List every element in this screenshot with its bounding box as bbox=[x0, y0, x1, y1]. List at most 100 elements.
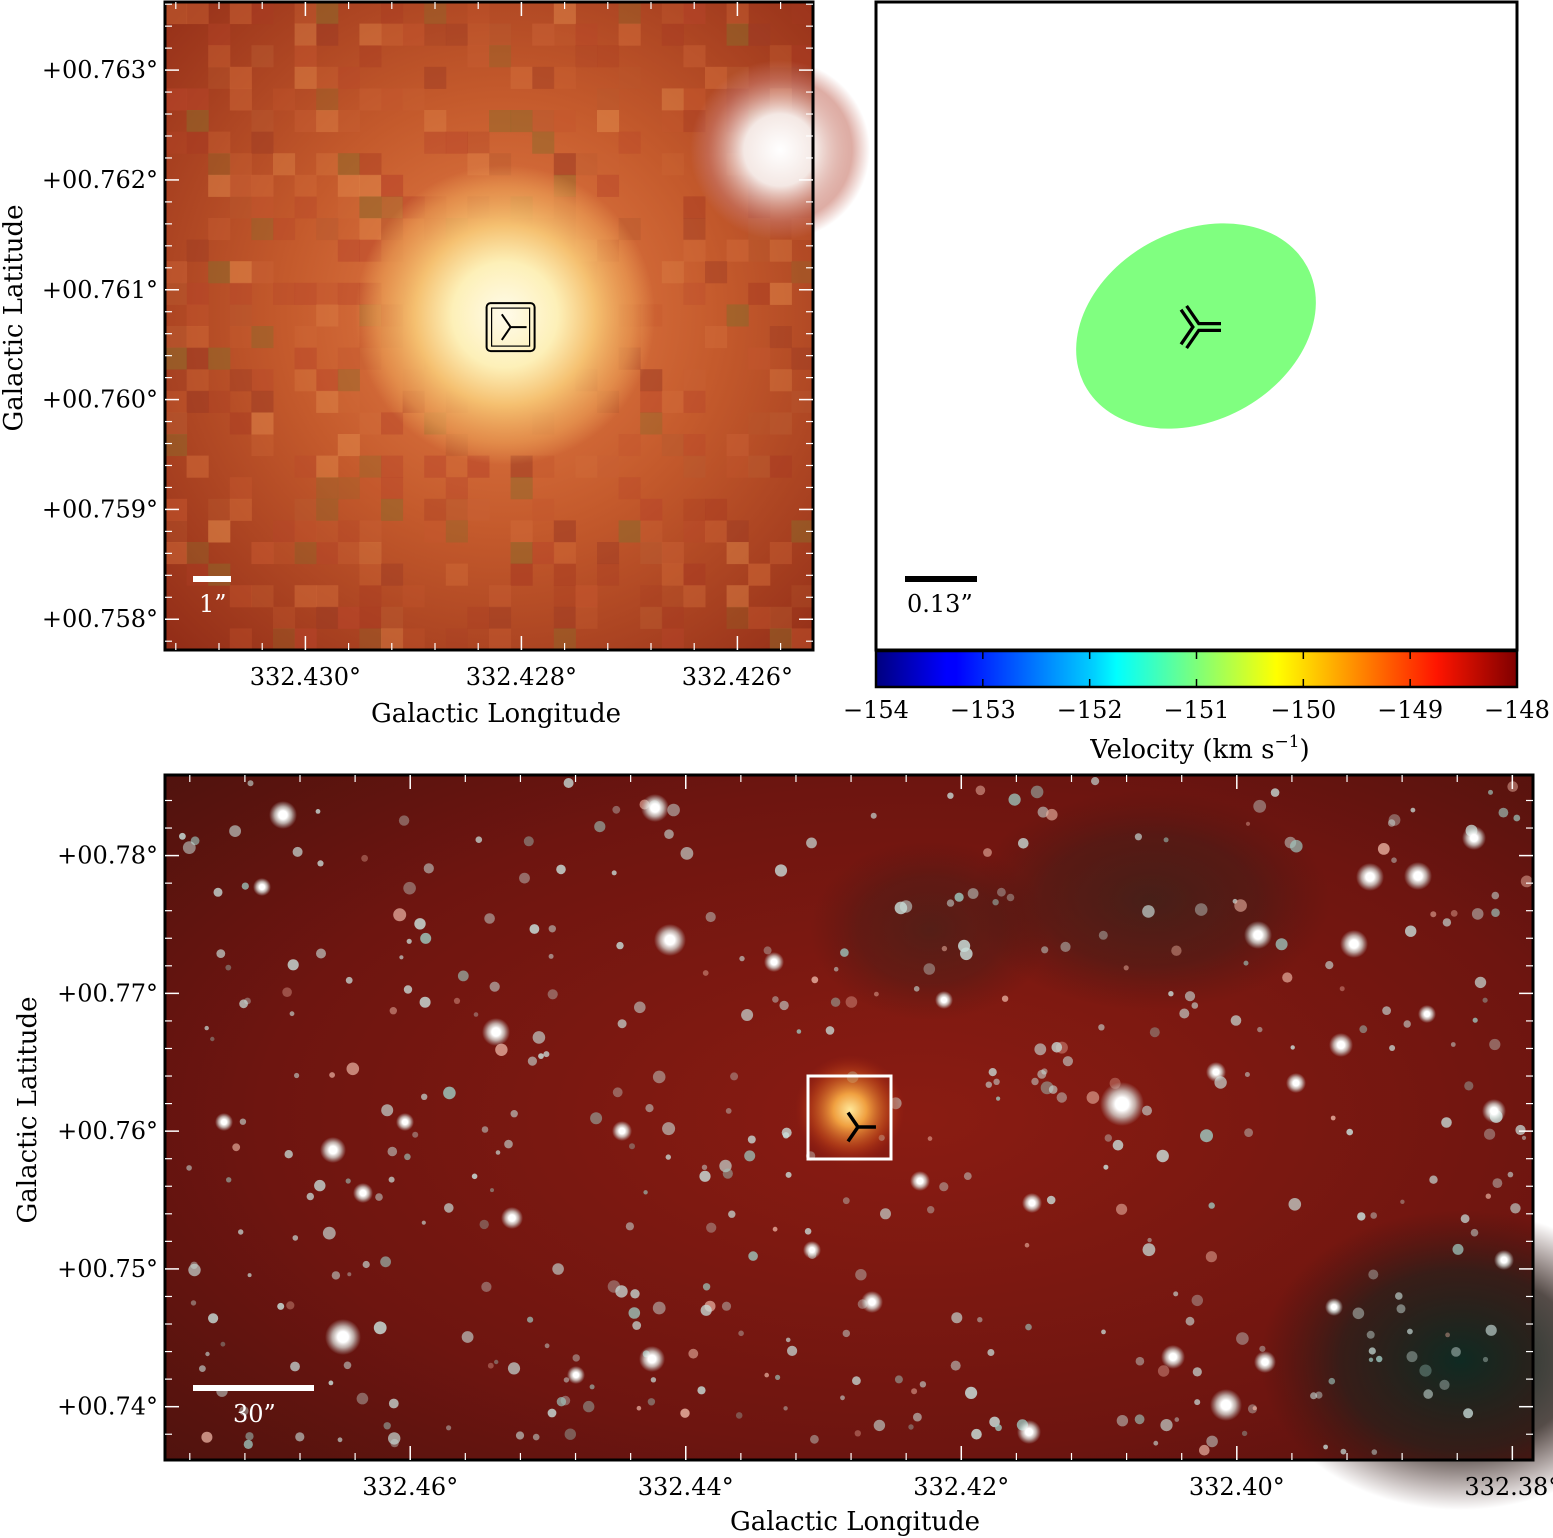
image-pixel bbox=[186, 239, 209, 262]
image-pixel bbox=[316, 66, 339, 89]
field-star bbox=[404, 1153, 411, 1161]
image-pixel bbox=[553, 520, 576, 543]
image-pixel bbox=[489, 45, 512, 68]
image-pixel bbox=[273, 628, 296, 651]
field-star bbox=[894, 1375, 903, 1384]
field-star bbox=[329, 1072, 335, 1078]
field-star bbox=[874, 991, 879, 997]
field-star bbox=[1515, 1124, 1526, 1136]
image-pixel bbox=[683, 434, 706, 457]
image-pixel bbox=[337, 606, 360, 629]
image-pixel bbox=[316, 218, 339, 241]
image-pixel bbox=[748, 606, 771, 629]
image-pixel bbox=[510, 563, 533, 586]
image-pixel bbox=[791, 261, 814, 284]
colorbar-tick-label: −149 bbox=[1377, 696, 1443, 724]
field-star bbox=[213, 887, 223, 897]
zoom-image-y-tick-labels: +00.763° +00.762° +00.761° +00.760° +00.759°… bbox=[42, 56, 158, 633]
image-pixel bbox=[208, 261, 231, 284]
field-star bbox=[543, 1051, 550, 1058]
bright-star bbox=[1494, 1250, 1514, 1270]
image-pixel bbox=[294, 66, 317, 89]
field-star bbox=[1259, 1345, 1266, 1352]
image-pixel bbox=[251, 542, 274, 565]
wide-field-x-tick-label: 332.38° bbox=[1464, 1473, 1553, 1501]
field-star bbox=[1451, 1347, 1461, 1357]
image-pixel bbox=[316, 153, 339, 176]
image-pixel bbox=[251, 218, 274, 241]
field-star bbox=[1340, 1448, 1347, 1455]
field-star bbox=[346, 1062, 360, 1076]
field-star bbox=[457, 970, 469, 982]
wide-field-x-axis-title: Galactic Longitude bbox=[730, 1507, 980, 1537]
field-star bbox=[322, 1226, 336, 1240]
image-pixel bbox=[553, 542, 576, 565]
field-star bbox=[787, 1345, 798, 1356]
image-pixel bbox=[381, 628, 404, 651]
field-star bbox=[225, 964, 232, 971]
field-star bbox=[985, 1081, 992, 1088]
image-pixel bbox=[445, 455, 468, 478]
image-pixel bbox=[726, 585, 749, 608]
image-pixel bbox=[575, 153, 598, 176]
image-pixel bbox=[165, 2, 188, 25]
image-pixel bbox=[748, 455, 771, 478]
field-star bbox=[1429, 1175, 1438, 1184]
wide-field-y-tick-label: +00.74° bbox=[57, 1393, 158, 1421]
bright-star bbox=[1161, 1345, 1185, 1369]
bright-star bbox=[935, 991, 953, 1009]
image-pixel bbox=[186, 390, 209, 413]
zoom-scalebar-label: 1” bbox=[199, 590, 227, 618]
field-star bbox=[772, 1226, 778, 1232]
field-star bbox=[764, 1372, 769, 1378]
image-pixel bbox=[618, 131, 641, 154]
image-pixel bbox=[683, 520, 706, 543]
image-pixel bbox=[467, 23, 490, 46]
image-pixel bbox=[661, 542, 684, 565]
field-star bbox=[719, 1159, 732, 1173]
field-star bbox=[387, 1146, 398, 1157]
bright-star bbox=[1100, 1082, 1144, 1126]
field-star bbox=[1184, 991, 1196, 1002]
field-star bbox=[239, 1406, 249, 1416]
field-star bbox=[282, 987, 292, 997]
image-pixel bbox=[661, 390, 684, 413]
field-star bbox=[833, 966, 839, 972]
field-star bbox=[1134, 1414, 1145, 1425]
field-star bbox=[880, 1208, 891, 1220]
field-star bbox=[1243, 960, 1249, 966]
image-pixel bbox=[553, 2, 576, 25]
field-star bbox=[381, 1104, 394, 1117]
field-star bbox=[1156, 1149, 1169, 1163]
field-star bbox=[1037, 806, 1049, 818]
image-pixel bbox=[445, 520, 468, 543]
image-pixel bbox=[186, 542, 209, 565]
image-pixel bbox=[337, 174, 360, 197]
image-pixel bbox=[769, 412, 792, 435]
image-pixel bbox=[618, 520, 641, 543]
field-star bbox=[1474, 976, 1487, 989]
field-star bbox=[721, 1301, 732, 1311]
field-star bbox=[855, 1269, 867, 1281]
image-pixel bbox=[597, 88, 620, 111]
field-star bbox=[247, 780, 254, 787]
field-star bbox=[1482, 1356, 1489, 1363]
image-pixel bbox=[208, 498, 231, 521]
field-star bbox=[1116, 1203, 1128, 1215]
field-star bbox=[1346, 1128, 1353, 1136]
image-pixel bbox=[251, 174, 274, 197]
field-star bbox=[680, 1408, 690, 1418]
field-star bbox=[842, 1329, 850, 1338]
wide-field-y-tick-label: +00.75° bbox=[57, 1255, 158, 1283]
image-pixel bbox=[640, 412, 663, 435]
image-pixel bbox=[467, 606, 490, 629]
field-star bbox=[995, 1424, 1002, 1432]
image-pixel bbox=[337, 239, 360, 262]
image-pixel bbox=[532, 23, 555, 46]
image-pixel bbox=[165, 326, 188, 349]
image-pixel bbox=[683, 498, 706, 521]
field-star bbox=[747, 1135, 756, 1144]
field-star bbox=[1488, 789, 1493, 795]
image-pixel bbox=[726, 23, 749, 46]
